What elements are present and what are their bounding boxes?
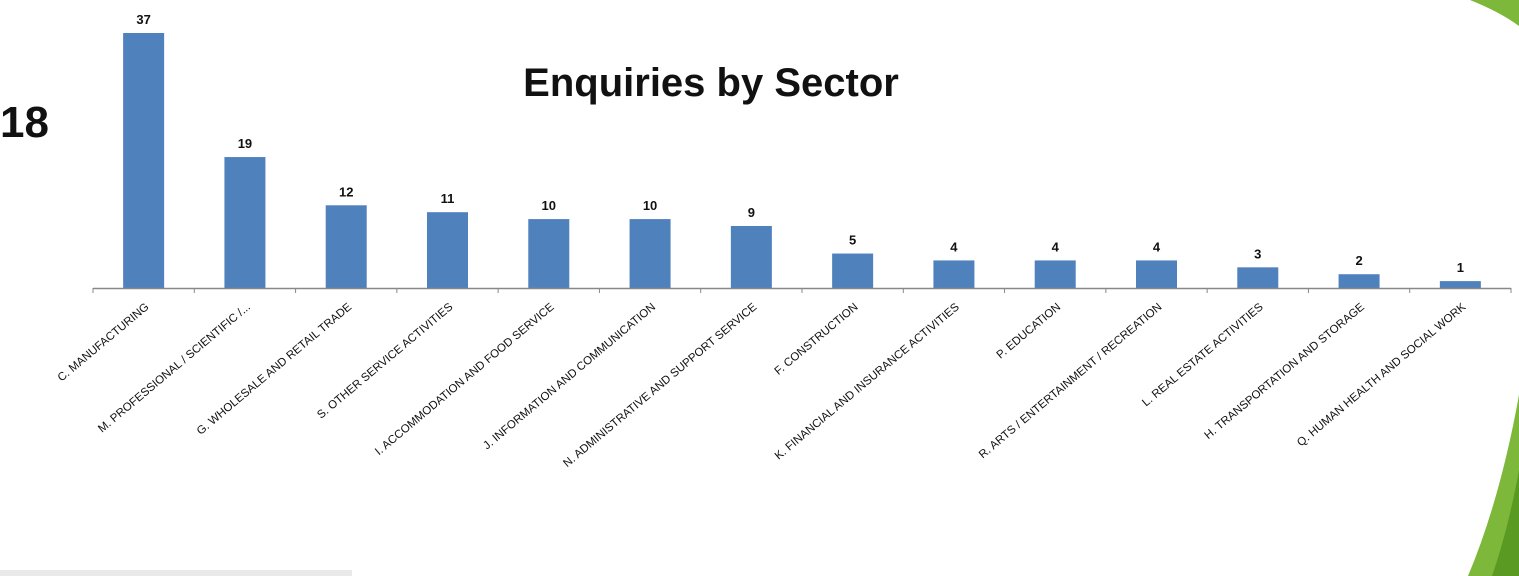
bar-value-label: 4 (1052, 239, 1060, 254)
bar (1338, 274, 1380, 288)
slide-heading-fragment: 18 (0, 98, 49, 147)
bar (325, 205, 367, 288)
bar (730, 225, 772, 288)
x-axis (92, 287, 1512, 293)
bar-value-label: 11 (441, 191, 455, 206)
bar (1237, 267, 1279, 288)
category-label: I. ACCOMMODATION AND FOOD SERVICE (373, 301, 557, 458)
category-label: F. CONSTRUCTION (773, 301, 861, 378)
bar (1034, 260, 1076, 288)
green-swoosh-bottom-shade (1492, 470, 1519, 576)
bar-value-label: 3 (1254, 246, 1261, 261)
bar (123, 33, 165, 288)
bars-group (123, 33, 1481, 288)
footer-strip (0, 570, 352, 576)
green-swoosh-top (1470, 0, 1519, 26)
category-label: P. EDUCATION (995, 301, 1064, 361)
bar-value-label: 2 (1355, 253, 1362, 268)
category-label: R. ARTS / ENTERTAINMENT / RECREATION (977, 301, 1165, 461)
bar-value-label: 5 (849, 233, 856, 248)
bar-value-label: 4 (950, 239, 958, 254)
bar (933, 260, 975, 288)
category-label: Q. HUMAN HEALTH AND SOCIAL WORK (1295, 301, 1468, 449)
bar-value-label: 9 (748, 205, 755, 220)
category-label: G. WHOLESALE AND RETAIL TRADE (195, 301, 355, 438)
category-label: N. ADMINISTRATIVE AND SUPPORT SERVICE (561, 301, 759, 470)
bar-value-label: 37 (136, 12, 150, 27)
bar-value-label: 10 (643, 198, 657, 213)
bar (832, 253, 874, 288)
value-labels-group: 37 19 12 11 10 10 9 5 4 4 4 3 2 1 (136, 12, 1464, 275)
bar (1136, 260, 1177, 288)
bar (629, 219, 671, 288)
bar (427, 212, 468, 288)
bar-value-label: 1 (1457, 260, 1464, 275)
category-label: L. REAL ESTATE ACTIVITIES (1140, 301, 1266, 409)
chart-title: Enquiries by Sector (523, 61, 899, 105)
bar (528, 219, 570, 288)
bar (1439, 281, 1481, 288)
bar-value-label: 12 (339, 184, 353, 199)
bar (224, 157, 266, 288)
bar-value-label: 19 (238, 136, 252, 151)
category-label: C. MANUFACTURING (56, 301, 152, 384)
bar-value-label: 10 (542, 198, 556, 213)
bar-value-label: 4 (1153, 239, 1161, 254)
category-label: K. FINANCIAL AND INSURANCE ACTIVITIES (773, 301, 962, 463)
category-label: J. INFORMATION AND COMMUNICATION (481, 301, 658, 452)
category-label: H. TRANSPORTATION AND STORAGE (1202, 301, 1367, 442)
